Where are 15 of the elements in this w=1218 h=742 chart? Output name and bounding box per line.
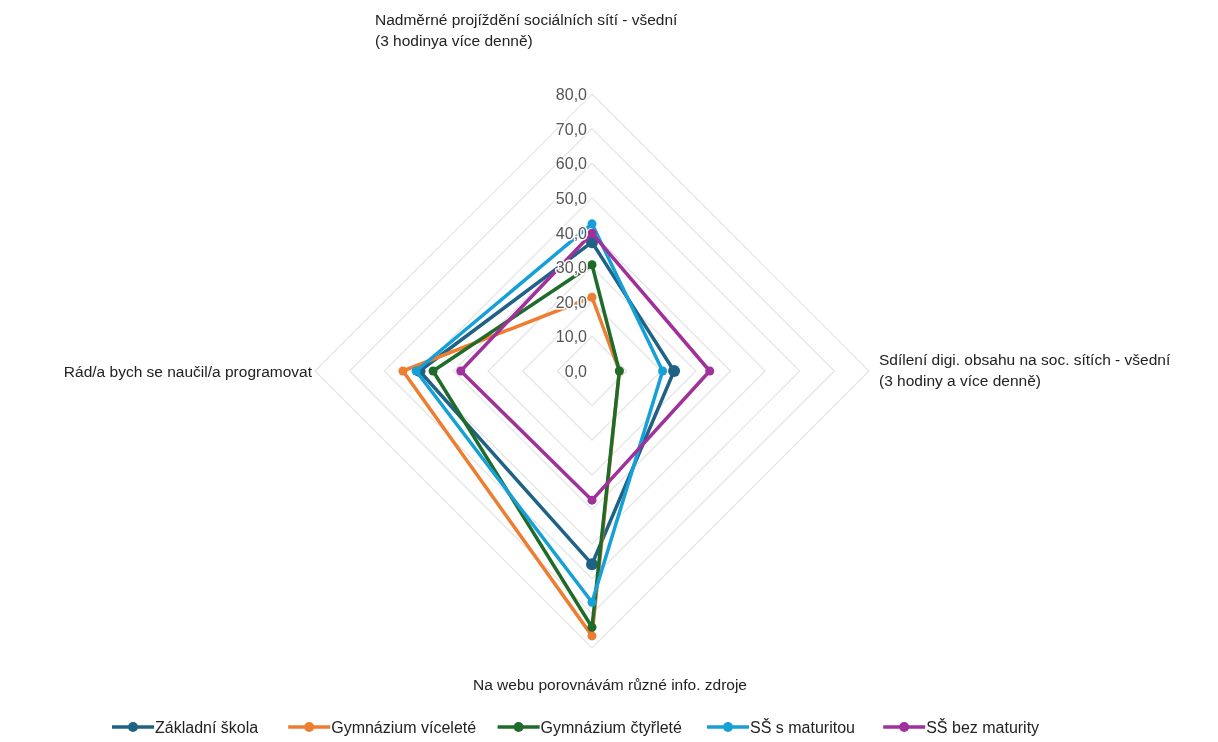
spoke-label: Na webu porovnávám různé info. zdroje [473,676,747,693]
legend-label: SŠ bez maturity [926,718,1040,736]
y-tick-label: 50,0 [555,189,588,207]
legend-label: SŠ s maturitou [750,718,855,736]
y-tick-label: 70,0 [555,120,588,138]
legend-label: Gymnázium čtyřleté [540,719,683,736]
spoke-label: Sdílení digi. obsahu na soc. sítích - všední (3 hodiny a více denně) [879,351,1171,389]
y-tick-label: 80,0 [555,86,588,103]
spoke-label: Rád/a bych se naučil/a programovat [63,363,313,380]
spoke-label: Nadměrné projíždění sociálních sítí - všední (3 hodinya více denně) [375,11,679,49]
legend-label: Gymnázium víceleté [331,719,477,736]
legend-label: Základní škola [155,719,259,736]
y-tick-label: 60,0 [555,155,588,173]
y-tick-label: 0,0 [564,363,588,380]
y-tick-label: 10,0 [555,328,588,346]
